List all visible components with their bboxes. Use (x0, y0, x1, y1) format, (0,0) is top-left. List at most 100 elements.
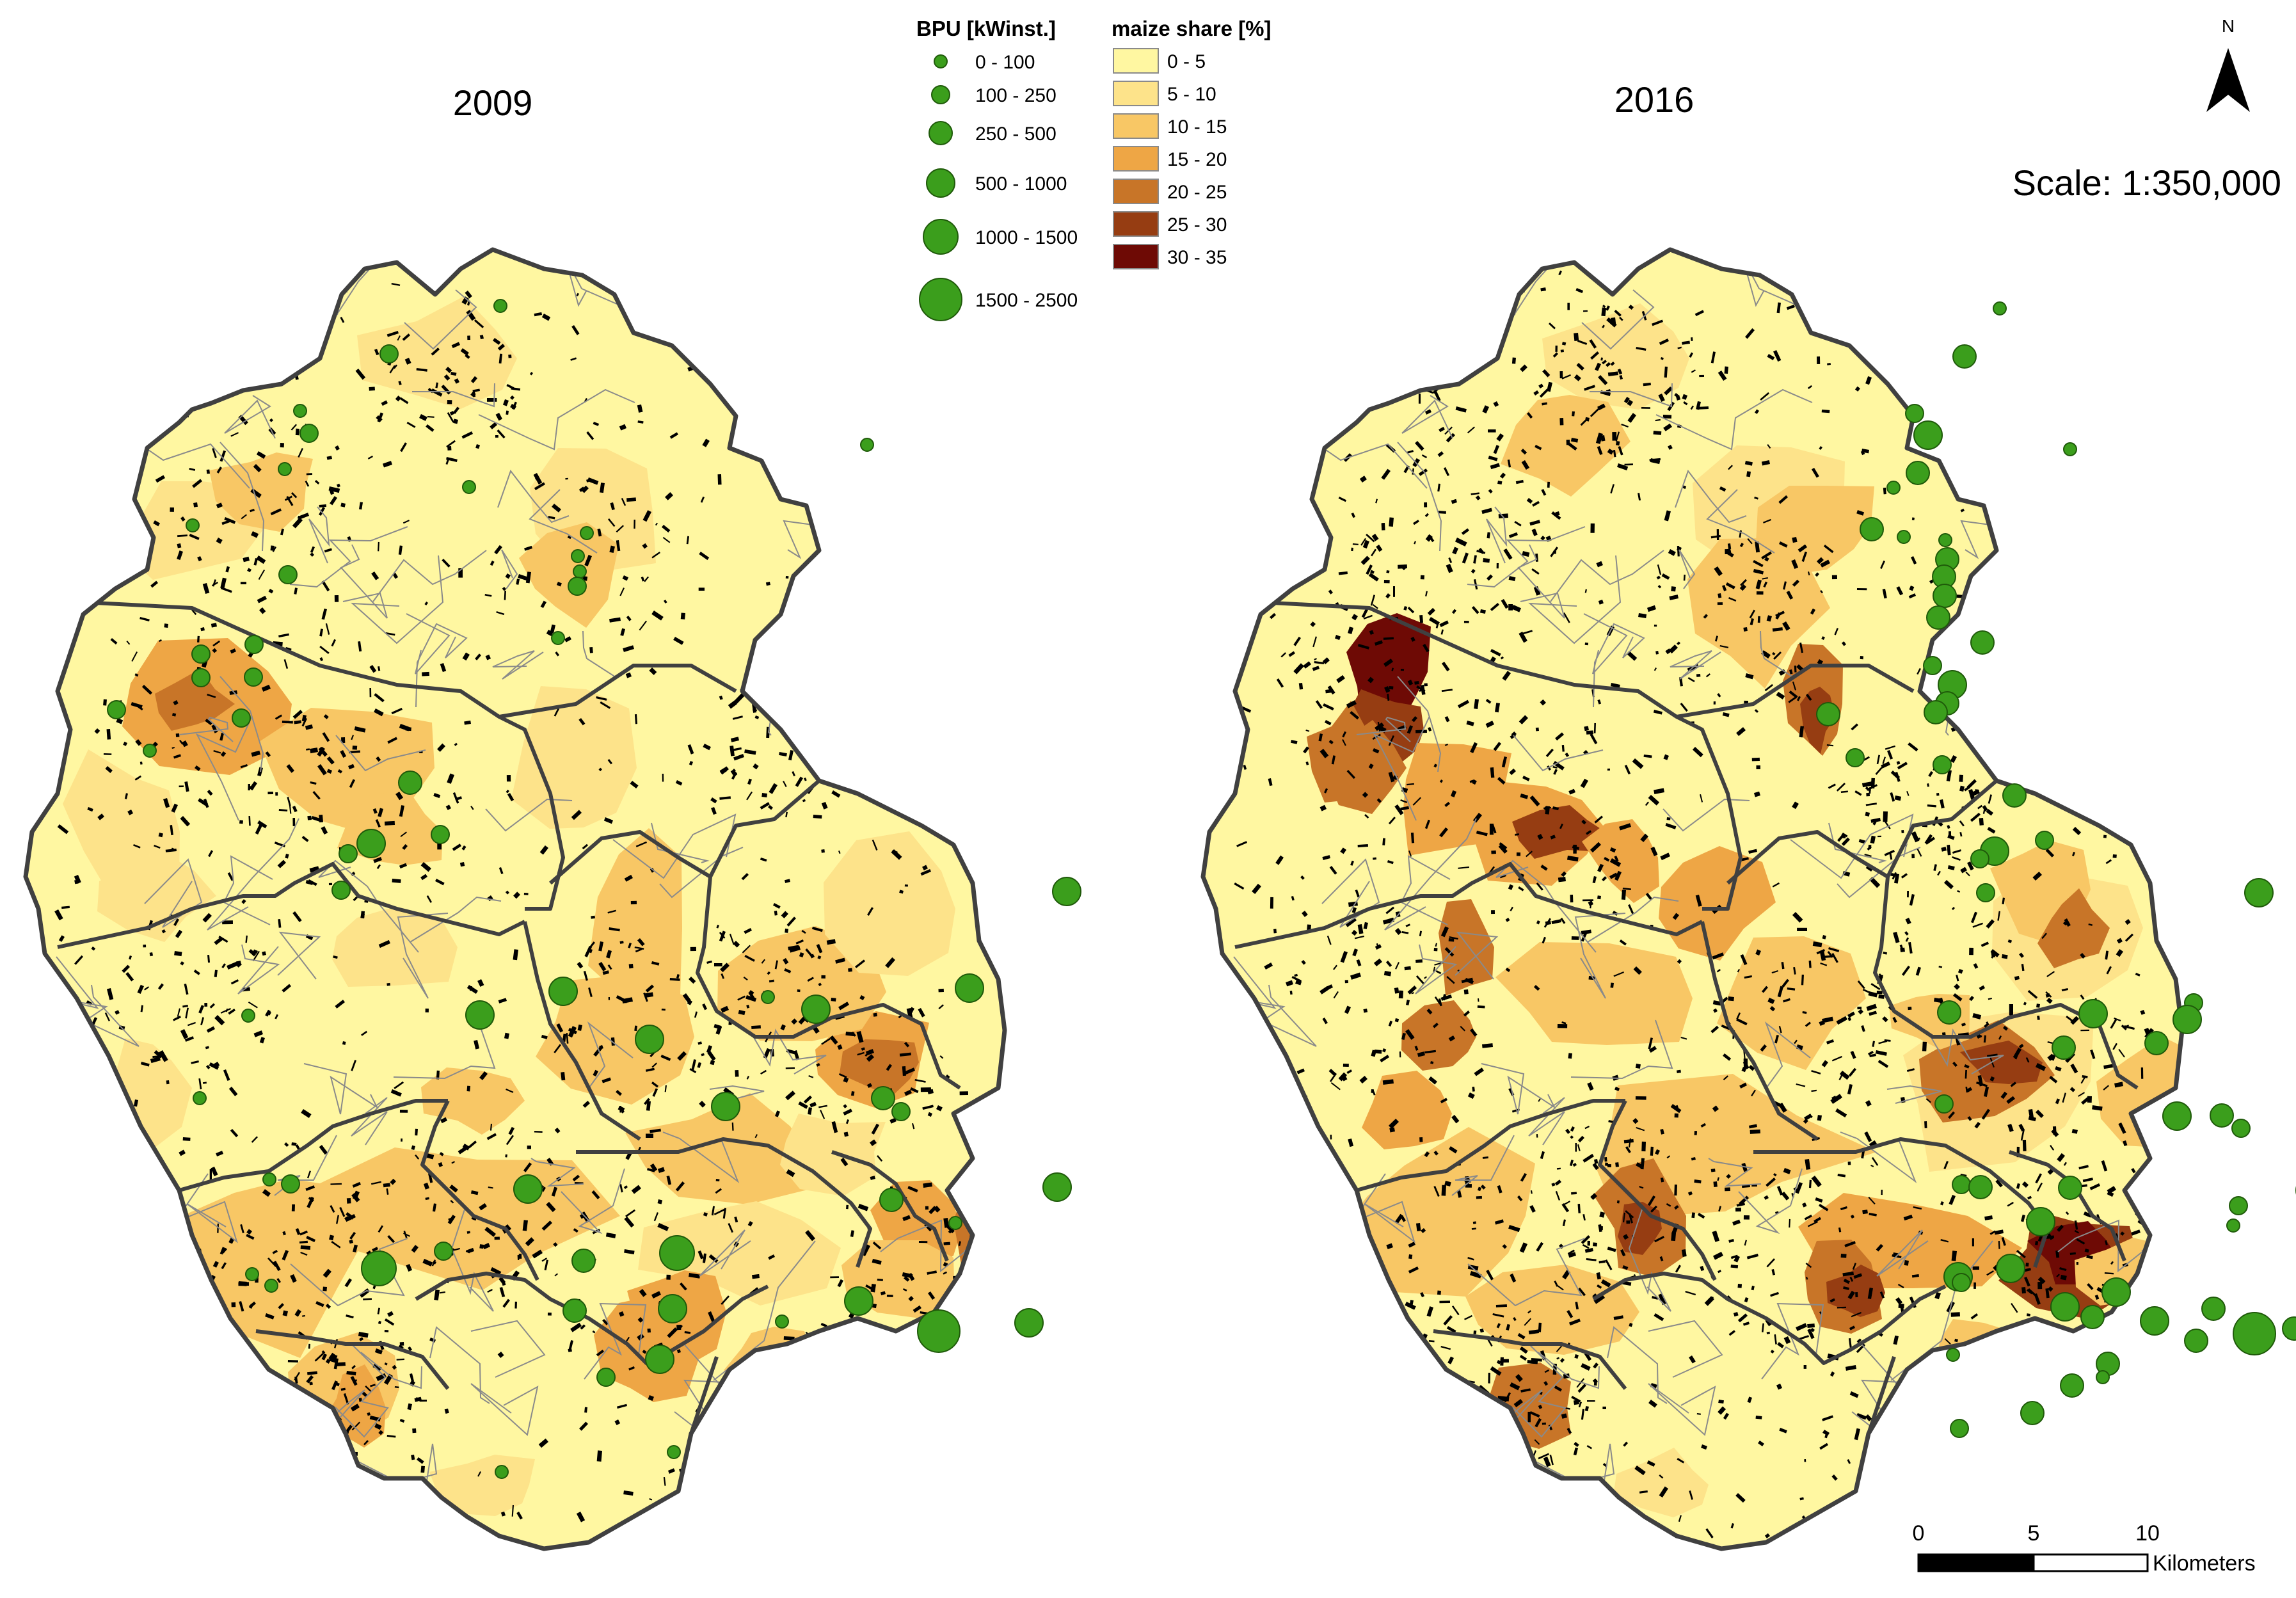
maize-field (2035, 1063, 2046, 1071)
maize-field (1257, 539, 1263, 545)
maize-field (2117, 757, 2126, 765)
maize-field (894, 514, 901, 521)
maize-field (1794, 666, 1797, 673)
maize-field (826, 939, 836, 945)
maize-field (454, 742, 458, 746)
municipality-border (651, 822, 710, 863)
maize-field (197, 556, 202, 562)
maize-field (1346, 769, 1356, 779)
maize-field (540, 600, 546, 609)
maize-field (1414, 541, 1416, 545)
maize-field (2087, 1283, 2094, 1290)
maize-field (2064, 525, 2075, 536)
maize-field (1721, 585, 1727, 591)
maize-field (1610, 484, 1614, 494)
maize-field (1425, 591, 1428, 596)
maize-field (1792, 682, 1797, 691)
maize-field (1830, 1371, 1835, 1377)
maize-field (1343, 1064, 1349, 1067)
maize-field (218, 357, 223, 362)
maize-field (1994, 1229, 2004, 1235)
maize-field (2005, 596, 2014, 605)
maize-field (1415, 959, 1423, 963)
maize-field (2130, 373, 2133, 381)
maize-field (1563, 612, 1570, 623)
maize-field (2020, 660, 2028, 667)
maize-field (2028, 1109, 2034, 1119)
maize-field (1559, 371, 1563, 379)
maize-field (1513, 1317, 1517, 1322)
maize-field (301, 836, 309, 842)
maize-field (2018, 1043, 2024, 1049)
maize-field (728, 700, 738, 709)
maize-field (1507, 459, 1511, 468)
maize-field (1661, 356, 1664, 360)
maize-field (524, 545, 532, 551)
maize-field (2027, 1195, 2032, 1200)
maize-field (324, 1434, 331, 1439)
maize-field (1744, 975, 1753, 979)
maize-field (106, 987, 114, 1000)
district-border-5 (523, 921, 641, 1141)
municipality-border (1675, 469, 1747, 523)
maize-field (1426, 1008, 1433, 1015)
maize-field (1772, 627, 1783, 632)
maize-field (1414, 343, 1421, 351)
maize-field (1737, 1313, 1748, 1323)
biogas-plant-41 (2229, 1196, 2248, 1215)
maize-field (123, 741, 127, 746)
maize-field (1557, 1024, 1568, 1028)
maize-field (58, 491, 66, 497)
municipality-border (1648, 1383, 1716, 1436)
maize-field (1370, 595, 1376, 606)
maize-field (642, 1350, 647, 1354)
maize-field (341, 737, 346, 744)
municipality-border (662, 1131, 740, 1183)
maize-field (383, 1183, 390, 1188)
maize-field (1754, 709, 1759, 713)
maize-field (1268, 778, 1273, 787)
maize-field (2153, 1215, 2156, 1222)
maize-field (2092, 1105, 2103, 1111)
maize-field (94, 728, 100, 734)
maize-field (1545, 748, 1554, 758)
maize-field (449, 1185, 458, 1193)
maize-field (1581, 1363, 1591, 1371)
north-arrow: N (2206, 16, 2250, 112)
maize-field (801, 674, 808, 680)
maize-field (1867, 1050, 1874, 1056)
maize-field (1526, 851, 1533, 858)
maize-field (283, 659, 289, 669)
maize-field (1577, 1204, 1581, 1213)
maize-field (331, 639, 337, 647)
maize-field (861, 1047, 865, 1051)
maize-field (453, 419, 459, 424)
maize-field (1987, 826, 1996, 834)
maize-field (1576, 1378, 1584, 1388)
maize-field (710, 797, 717, 804)
maize-field (2143, 1429, 2149, 1435)
maize-field (376, 864, 381, 870)
maize-field (1587, 1240, 1590, 1246)
maize-field (1685, 1291, 1696, 1296)
maize-field (1811, 1070, 1821, 1075)
biogas-plant-23 (339, 844, 358, 863)
maize-field (101, 1090, 110, 1099)
maize-field (259, 1037, 266, 1044)
maize-field (945, 812, 955, 819)
maize-field (1243, 305, 1253, 315)
maize-field (1933, 864, 1937, 871)
maize-field (678, 1325, 683, 1330)
maize-field (387, 1235, 395, 1243)
maize-field (720, 963, 729, 973)
biogas-plant-20 (143, 744, 157, 758)
maize-field (550, 624, 555, 633)
maize-field (944, 620, 949, 632)
maize-field (1211, 427, 1219, 435)
maize-field (911, 1419, 918, 1425)
maize-field (1867, 1288, 1873, 1300)
maize-field (1561, 871, 1567, 877)
maize-field (401, 1138, 403, 1142)
maize-field (1374, 1049, 1382, 1054)
maize-field (1548, 1425, 1553, 1431)
